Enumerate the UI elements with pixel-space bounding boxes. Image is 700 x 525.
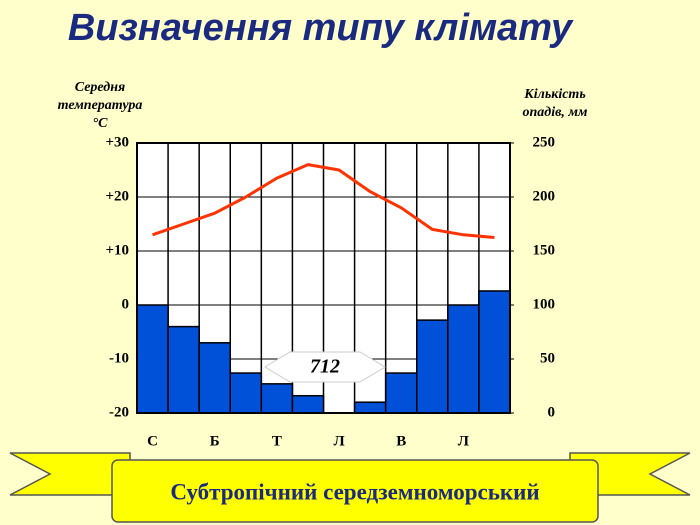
precipitation-bar [291, 394, 325, 414]
plot-area: +30 +20 +10 0 -10 -20 250 200 150 100 50 0 Середня те… [58, 80, 588, 449]
precipitation-bar [384, 372, 418, 414]
chart-title: Визначення типу клімату [68, 7, 574, 49]
y-tick-label: +10 [105, 242, 129, 258]
y2-tick-label: 150 [533, 242, 556, 258]
y-tick-label: +30 [105, 134, 129, 150]
x-tick-label: Б [210, 433, 220, 449]
x-tick-label: В [396, 433, 406, 449]
y-tick-label: 0 [122, 296, 130, 312]
y-tick-label: +20 [105, 188, 129, 204]
y-axis-title: температура [58, 98, 143, 113]
plot-border [136, 142, 511, 414]
precipitation-bar [136, 304, 169, 414]
precipitation-bar [167, 325, 200, 414]
y2-tick-label: 0 [548, 404, 556, 420]
total-badge [264, 351, 386, 383]
precipitation-bar [229, 372, 263, 414]
y2-tick-label: 250 [533, 134, 556, 150]
total-precipitation: 712 [310, 356, 340, 378]
x-tick-label: Л [333, 433, 344, 449]
x-tick-label: Л [458, 433, 469, 449]
y2-tick-label: 100 [533, 296, 556, 312]
precipitation-bar [447, 304, 480, 414]
y2-tick-label: 50 [540, 350, 555, 366]
y-tick-label: -20 [109, 404, 129, 420]
caption: Субтропічний середземноморський [170, 479, 539, 504]
caption-ribbon: Субтропічний середземноморський [9, 452, 691, 523]
precipitation-bar [260, 383, 294, 414]
y-axis-title: Середня [75, 80, 125, 95]
x-tick-label: Т [272, 433, 282, 449]
temperature-line [152, 163, 495, 239]
y-tick-label: -10 [109, 350, 129, 366]
precipitation-bar [198, 342, 232, 414]
y2-axis-title: опадів, мм [522, 105, 587, 120]
precipitation-bar [478, 290, 511, 414]
precipitation-bar [353, 401, 387, 414]
precipitation-bar [416, 319, 449, 414]
x-tick-label: С [147, 433, 158, 449]
y2-tick-label: 200 [533, 188, 556, 204]
y-axis-title: °С [93, 116, 109, 131]
y2-axis-title: Кількість [523, 87, 585, 102]
